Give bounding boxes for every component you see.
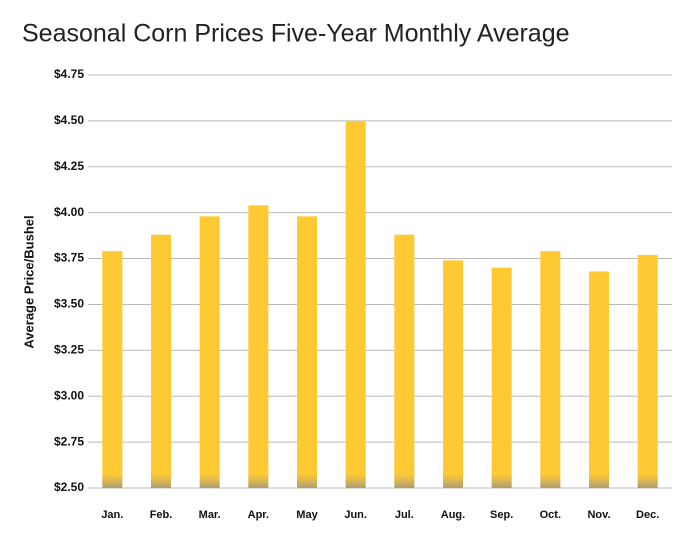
- bar-shadow: [199, 474, 220, 488]
- bar: [540, 251, 561, 488]
- y-tick-label: $4.00: [54, 205, 84, 219]
- x-tick-label: Sep.: [490, 509, 513, 521]
- bar-shadow: [248, 474, 269, 488]
- bar: [199, 216, 220, 489]
- x-tick-label: Jun.: [344, 509, 367, 521]
- chart-title: Seasonal Corn Prices Five-Year Monthly A…: [22, 20, 570, 48]
- bar-shadow: [637, 474, 658, 488]
- y-tick-label: $2.50: [54, 480, 84, 494]
- bar: [443, 260, 463, 488]
- bar: [345, 120, 366, 488]
- bar-shadow: [540, 474, 561, 488]
- bar-shadow: [589, 474, 609, 488]
- bar-shadow: [491, 474, 512, 488]
- bar: [637, 254, 658, 488]
- x-tick-label: Nov.: [587, 509, 610, 521]
- x-tick-label: Oct.: [540, 509, 561, 521]
- bar: [394, 234, 415, 488]
- x-tick-label: Aug.: [441, 509, 465, 521]
- y-tick-label: $4.75: [54, 67, 84, 81]
- y-tick-label: $4.50: [54, 113, 84, 127]
- bar: [151, 234, 171, 488]
- bar: [248, 205, 269, 488]
- y-tick-label: $3.75: [54, 251, 84, 265]
- bar-shadow: [345, 474, 366, 488]
- bar-shadow: [297, 474, 317, 488]
- x-tick-label: Dec.: [636, 509, 659, 521]
- bar-shadow: [443, 474, 463, 488]
- y-tick-label: $4.25: [54, 159, 84, 173]
- bar: [102, 251, 123, 488]
- y-tick-label: $3.50: [54, 297, 84, 311]
- y-axis-label: Average Price/Bushel: [21, 215, 36, 348]
- y-tick-label: $3.00: [54, 388, 84, 402]
- bar: [589, 271, 609, 488]
- bar: [297, 216, 317, 489]
- bar-shadow: [394, 474, 415, 488]
- bar: [491, 267, 512, 488]
- y-tick-label: $2.75: [54, 434, 84, 448]
- x-tick-label: Feb.: [150, 509, 173, 521]
- x-tick-label: Jan.: [101, 509, 123, 521]
- x-tick-label: Mar.: [199, 509, 221, 521]
- x-tick-label: Jul.: [395, 509, 414, 521]
- y-tick-label: $3.25: [54, 343, 84, 357]
- bar-shadow: [151, 474, 171, 488]
- x-tick-label: May: [296, 509, 318, 521]
- bar-shadow: [102, 474, 123, 488]
- x-tick-label: Apr.: [248, 509, 269, 521]
